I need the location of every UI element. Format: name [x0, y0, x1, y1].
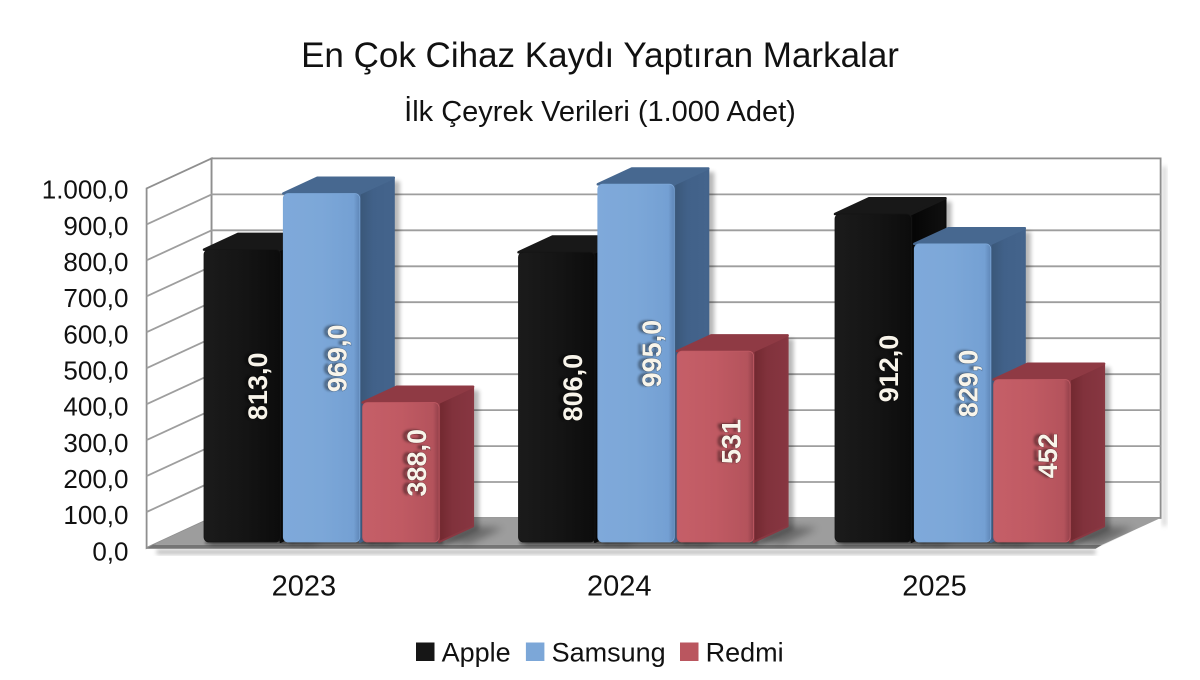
svg-text:531: 531 — [712, 418, 742, 463]
svg-text:Redmi: Redmi — [706, 638, 784, 668]
svg-text:969,0: 969,0 — [319, 324, 349, 392]
svg-text:İlk Çeyrek Verileri (1.000 Ade: İlk Çeyrek Verileri (1.000 Adet) — [404, 95, 796, 128]
svg-text:2024: 2024 — [587, 571, 652, 603]
svg-text:969,0: 969,0 — [323, 325, 353, 393]
svg-text:388,0: 388,0 — [402, 429, 432, 497]
svg-text:912,0: 912,0 — [874, 335, 904, 403]
svg-text:995,0: 995,0 — [633, 319, 663, 387]
svg-text:2023: 2023 — [272, 571, 337, 603]
svg-text:Apple: Apple — [442, 638, 511, 668]
svg-text:200,0: 200,0 — [63, 464, 128, 494]
svg-text:912,0: 912,0 — [870, 334, 900, 402]
svg-text:1.000,0: 1.000,0 — [42, 175, 129, 205]
svg-text:En Çok Cihaz Kaydı Yaptıran Ma: En Çok Cihaz Kaydı Yaptıran Markalar — [301, 36, 899, 75]
svg-text:600,0: 600,0 — [63, 319, 128, 349]
svg-text:700,0: 700,0 — [63, 283, 128, 313]
svg-text:452: 452 — [1033, 433, 1063, 478]
svg-text:829,0: 829,0 — [950, 349, 980, 417]
svg-text:995,0: 995,0 — [637, 320, 667, 388]
svg-text:0,0: 0,0 — [92, 536, 128, 566]
svg-text:829,0: 829,0 — [954, 350, 984, 418]
svg-text:813,0: 813,0 — [243, 353, 273, 421]
svg-text:2025: 2025 — [902, 571, 967, 603]
svg-text:400,0: 400,0 — [63, 392, 128, 422]
svg-text:531: 531 — [716, 419, 746, 464]
svg-text:452: 452 — [1029, 433, 1059, 478]
svg-text:Samsung: Samsung — [552, 638, 666, 668]
svg-text:388,0: 388,0 — [398, 428, 428, 496]
svg-text:800,0: 800,0 — [63, 247, 128, 277]
svg-text:300,0: 300,0 — [63, 428, 128, 458]
svg-text:500,0: 500,0 — [63, 355, 128, 385]
svg-text:806,0: 806,0 — [554, 353, 584, 421]
svg-text:900,0: 900,0 — [63, 211, 128, 241]
svg-text:806,0: 806,0 — [558, 354, 588, 422]
svg-text:100,0: 100,0 — [63, 500, 128, 530]
svg-text:813,0: 813,0 — [239, 352, 269, 420]
